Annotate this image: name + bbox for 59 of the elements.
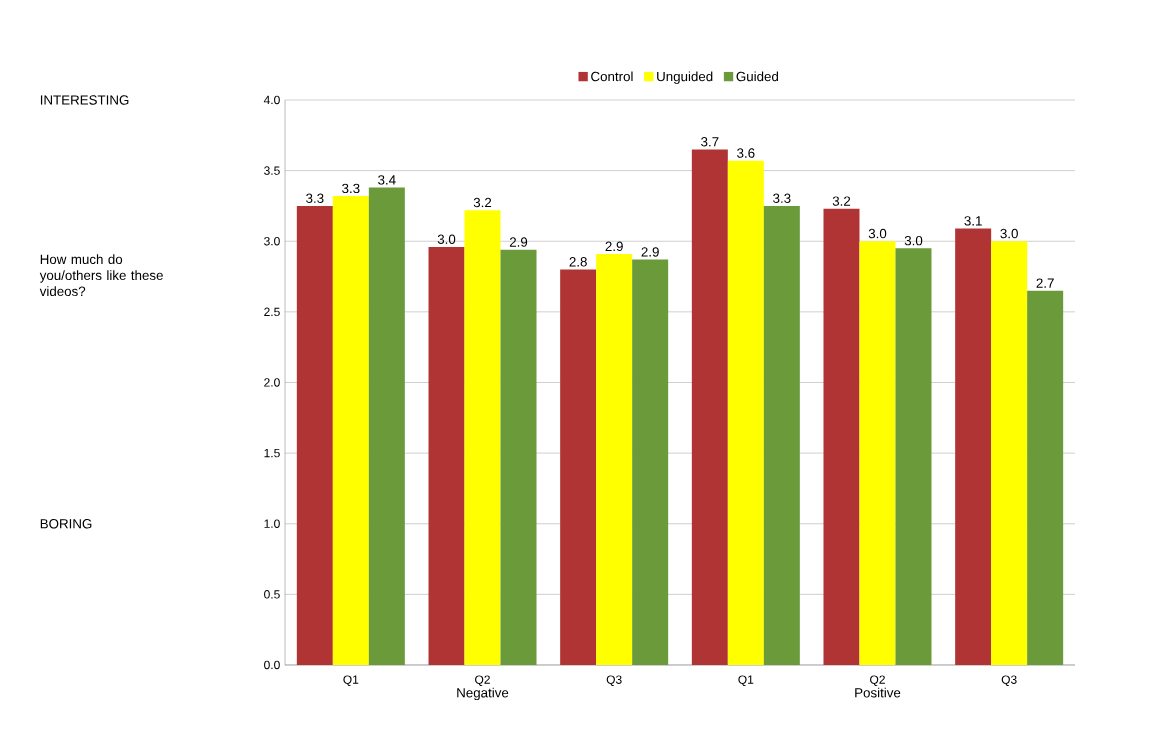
y-tick-label: 3.5 bbox=[264, 166, 280, 175]
bar bbox=[823, 208, 860, 665]
data-label: 3.7 bbox=[701, 137, 719, 147]
y-tick-label: 0.0 bbox=[264, 660, 280, 670]
text: How much do you/others like these videos? bbox=[39, 254, 163, 297]
data-label: 2.7 bbox=[1036, 278, 1054, 288]
data-label: 3.1 bbox=[964, 216, 982, 226]
legend-label: Unguided bbox=[657, 71, 713, 84]
x-tick-label: Q3 bbox=[1001, 675, 1017, 687]
data-label: 3.3 bbox=[773, 193, 791, 203]
bar bbox=[368, 187, 405, 665]
data-label: 2.9 bbox=[641, 247, 659, 257]
x-tick-label: Q1 bbox=[738, 675, 754, 687]
bar bbox=[560, 269, 597, 665]
bar bbox=[691, 149, 728, 665]
bar bbox=[428, 246, 465, 665]
y-tick-label: 0.5 bbox=[264, 590, 280, 599]
x-tick-label: Q2 bbox=[475, 675, 490, 687]
data-label: 3.3 bbox=[342, 183, 360, 194]
bar bbox=[500, 249, 537, 665]
y-tick-label: 4.0 bbox=[263, 95, 280, 105]
y-tick-label: 1.0 bbox=[264, 519, 280, 528]
bar bbox=[332, 196, 369, 665]
data-label: 3.4 bbox=[378, 175, 396, 185]
data-label: 3.0 bbox=[437, 234, 456, 244]
bar bbox=[895, 248, 932, 665]
text: Positive bbox=[855, 687, 901, 698]
bar bbox=[1027, 290, 1064, 665]
x-tick-label: Q3 bbox=[606, 675, 622, 687]
bar bbox=[727, 160, 764, 665]
bar bbox=[763, 205, 800, 665]
x-tick-label: Q1 bbox=[343, 675, 359, 687]
y-tick-label: 3.0 bbox=[264, 236, 280, 246]
x-tick-label: Q2 bbox=[870, 675, 885, 687]
data-label: 3.0 bbox=[904, 235, 923, 246]
text: BORING bbox=[40, 519, 92, 529]
text: Negative bbox=[457, 687, 509, 701]
data-label: 3.6 bbox=[737, 148, 755, 158]
bar bbox=[632, 259, 669, 665]
data-label: 3.2 bbox=[832, 196, 851, 206]
bar bbox=[464, 210, 501, 665]
bar bbox=[296, 205, 333, 665]
bar bbox=[955, 228, 992, 665]
text: INTERESTING bbox=[40, 95, 129, 105]
bar bbox=[991, 241, 1028, 665]
data-label: 3.3 bbox=[306, 193, 324, 203]
data-label: 2.9 bbox=[605, 241, 623, 252]
data-label: 3.0 bbox=[868, 228, 887, 239]
legend-label: Control bbox=[591, 71, 633, 82]
y-tick-label: 2.0 bbox=[264, 378, 280, 387]
data-label: 2.9 bbox=[509, 237, 528, 247]
legend-label: Guided bbox=[736, 71, 779, 82]
data-label: 3.2 bbox=[473, 197, 492, 208]
y-tick-label: 1.5 bbox=[264, 448, 280, 458]
y-tick-label: 2.5 bbox=[264, 307, 280, 317]
bar bbox=[859, 241, 896, 665]
data-label: 3.0 bbox=[1000, 228, 1018, 239]
data-label: 2.8 bbox=[569, 257, 587, 267]
bar bbox=[596, 253, 633, 665]
